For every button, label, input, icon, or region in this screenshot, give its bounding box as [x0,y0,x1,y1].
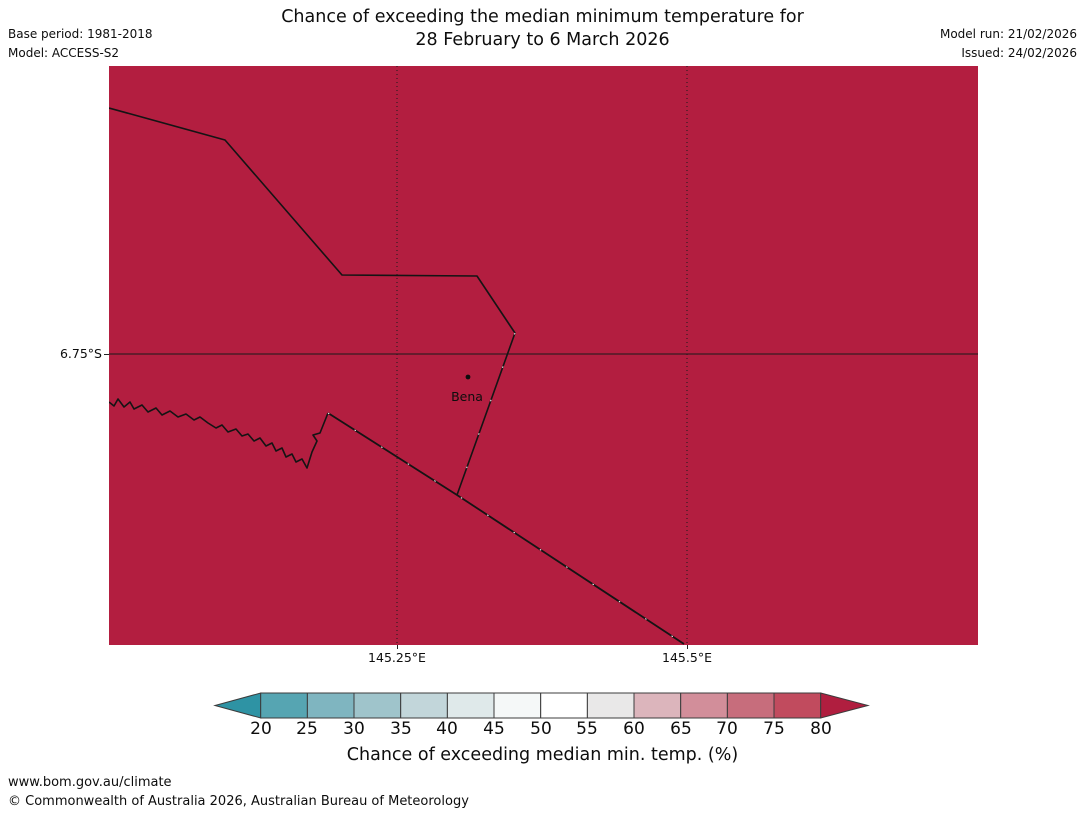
colorbar-segment [353,692,402,719]
colorbar-segment [493,692,542,719]
map-fill [109,66,978,645]
colorbar-right-arrow [820,692,870,719]
issued-text: Issued: 24/02/2026 [961,45,1077,60]
colorbar-segment [446,692,495,719]
map-svg: Bena [108,66,978,645]
river-line [108,398,329,469]
colorbar-tick-30: 30 [343,719,365,739]
map-canvas: Bena [108,66,978,645]
colorbar-tick-70: 70 [716,719,738,739]
colorbar-tick-50: 50 [530,719,552,739]
district-border-line [108,107,516,496]
lon-tick-145-5 [687,645,688,649]
colorbar-tick-35: 35 [390,719,412,739]
colorbar-tick-45: 45 [483,719,505,739]
footer-copyright: © Commonwealth of Australia 2026, Austra… [8,794,469,809]
road-line [327,412,685,645]
lat-tick [104,354,109,355]
model-metadata-left: Base period: 1981-2018 Model: ACCESS-S2 [8,25,153,62]
colorbar-segment [726,692,775,719]
lon-tick-145-25 [397,645,398,649]
bena-place-label: Bena [451,389,483,404]
model-name-text: Model: ACCESS-S2 [8,45,120,60]
title-line-1: Chance of exceeding the median minimum t… [281,7,804,27]
colorbar-tick-20: 20 [250,719,272,739]
colorbar-segment [680,692,728,719]
colorbar-segment [540,692,588,719]
colorbar [213,692,870,719]
model-run-text: Model run: 21/02/2026 [939,27,1077,41]
colorbar-tick-55: 55 [576,719,598,739]
footer-url: www.bom.gov.au/climate [8,775,172,790]
colorbar-left-arrow [213,692,262,719]
colorbar-segment [260,692,308,719]
colorbar-tick-40: 40 [436,719,458,739]
colorbar-segment [773,692,822,719]
border-white-dashes [456,332,516,496]
colorbar-tick-25: 25 [296,719,318,739]
page-title: Chance of exceeding the median minimum t… [0,6,1085,52]
colorbar-tick-75: 75 [763,719,785,739]
title-line-2: 28 February to 6 March 2026 [415,30,670,50]
colorbar-label: Chance of exceeding median min. temp. (%… [346,745,739,765]
lon-axis-label-145-5: 145.5°E [662,650,712,665]
lat-axis-label: 6.75°S [59,346,102,361]
lon-axis-label-145-25: 145.25°E [368,650,426,665]
colorbar-segment [586,692,635,719]
colorbar-segment [306,692,355,719]
model-metadata-right: Model run: 21/02/2026 Issued: 24/02/2026 [940,25,1077,62]
colorbar-segment [400,692,448,719]
colorbar-segment [633,692,682,719]
colorbar-tick-80: 80 [810,719,832,739]
colorbar-tick-65: 65 [670,719,692,739]
bena-marker-dot [465,374,471,380]
colorbar-tick-60: 60 [623,719,645,739]
base-period-text: Base period: 1981-2018 [8,27,153,41]
